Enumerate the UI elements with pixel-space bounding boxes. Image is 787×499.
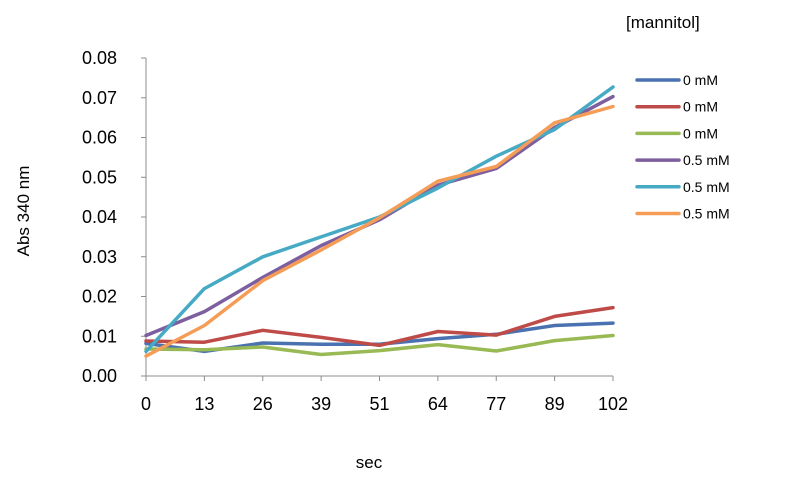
series-line-1 bbox=[144, 321, 615, 354]
series-line-3 bbox=[144, 333, 615, 357]
y-tick-label: 0.08 bbox=[82, 48, 117, 68]
series-line-2 bbox=[144, 305, 615, 348]
y-tick-label: 0.04 bbox=[82, 207, 117, 227]
x-tick-label: 26 bbox=[253, 394, 273, 414]
y-tick-label: 0.00 bbox=[82, 366, 117, 386]
x-tick-labels: 0 13 26 39 51 64 77 89 102 bbox=[141, 394, 628, 414]
y-tick-label: 0.07 bbox=[82, 88, 117, 108]
series-lines bbox=[144, 85, 615, 358]
x-tick-label: 77 bbox=[486, 394, 506, 414]
x-tick-label: 51 bbox=[369, 394, 389, 414]
y-tick-labels: 0.00 0.01 0.02 0.03 0.04 0.05 0.06 0.07 0.08 bbox=[82, 48, 117, 386]
x-tick-label: 39 bbox=[311, 394, 331, 414]
series-line-4 bbox=[144, 94, 615, 338]
x-tick-label: 89 bbox=[545, 394, 565, 414]
x-axis-title: sec bbox=[356, 453, 383, 472]
legend-entry-label: 0 mM bbox=[683, 99, 718, 115]
y-tick-label: 0.05 bbox=[82, 167, 117, 187]
legend-entry-label: 0.5 mM bbox=[683, 152, 730, 168]
legend: 0 mM 0 mM 0 mM 0.5 mM 0.5 mM 0.5 mM bbox=[635, 72, 730, 222]
y-tick-label: 0.02 bbox=[82, 287, 117, 307]
series-line-6 bbox=[144, 104, 615, 358]
x-tick-label: 0 bbox=[141, 394, 151, 414]
y-tick-label: 0.01 bbox=[82, 326, 117, 346]
y-axis-title: Abs 340 nm bbox=[14, 166, 33, 257]
x-tick-label: 102 bbox=[598, 394, 628, 414]
y-tick-label: 0.06 bbox=[82, 128, 117, 148]
x-tick-label: 13 bbox=[194, 394, 214, 414]
legend-entry-label: 0.5 mM bbox=[683, 206, 730, 222]
legend-entry-label: 0 mM bbox=[683, 72, 718, 88]
x-tick-label: 64 bbox=[428, 394, 448, 414]
y-tick-label: 0.03 bbox=[82, 247, 117, 267]
legend-entry-label: 0 mM bbox=[683, 125, 718, 141]
legend-title: [mannitol] bbox=[626, 13, 700, 32]
legend-entry-label: 0.5 mM bbox=[683, 179, 730, 195]
axes bbox=[141, 57, 614, 381]
